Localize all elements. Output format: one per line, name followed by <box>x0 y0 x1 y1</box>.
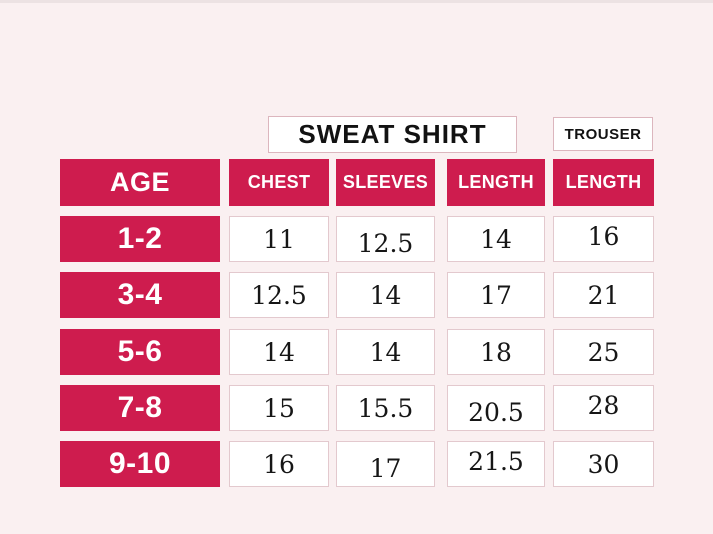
header-chest: CHEST <box>229 159 329 206</box>
cell-sleeves: 15.5 <box>336 385 435 431</box>
cell-length-sweatshirt: 20.5 <box>447 385 545 431</box>
cell-length-sweatshirt: 14 <box>447 216 545 262</box>
cell-chest: 16 <box>229 441 329 487</box>
cell-sleeves: 14 <box>336 272 435 318</box>
cell-length-trouser: 21 <box>553 272 654 318</box>
row-label-age: 7-8 <box>60 385 220 431</box>
cell-length-sweatshirt: 18 <box>447 329 545 375</box>
sweatshirt-title: SWEAT SHIRT <box>268 116 517 153</box>
cell-length-trouser: 30 <box>553 441 654 487</box>
cell-length-sweatshirt: 21.5 <box>447 441 545 487</box>
cell-chest: 12.5 <box>229 272 329 318</box>
header-age: AGE <box>60 159 220 206</box>
cell-chest: 14 <box>229 329 329 375</box>
cell-length-trouser: 28 <box>553 385 654 431</box>
cell-length-sweatshirt: 17 <box>447 272 545 318</box>
row-label-age: 9-10 <box>60 441 220 487</box>
row-label-age: 1-2 <box>60 216 220 262</box>
cell-chest: 11 <box>229 216 329 262</box>
cell-length-trouser: 25 <box>553 329 654 375</box>
row-label-age: 3-4 <box>60 272 220 318</box>
header-length-sweatshirt: LENGTH <box>447 159 545 206</box>
header-sleeves: SLEEVES <box>336 159 435 206</box>
cell-length-trouser: 16 <box>553 216 654 262</box>
trouser-title: TROUSER <box>553 117 653 151</box>
header-length-trouser: LENGTH <box>553 159 654 206</box>
cell-sleeves: 12.5 <box>336 216 435 262</box>
cell-chest: 15 <box>229 385 329 431</box>
row-label-age: 5-6 <box>60 329 220 375</box>
cell-sleeves: 17 <box>336 441 435 487</box>
cell-sleeves: 14 <box>336 329 435 375</box>
